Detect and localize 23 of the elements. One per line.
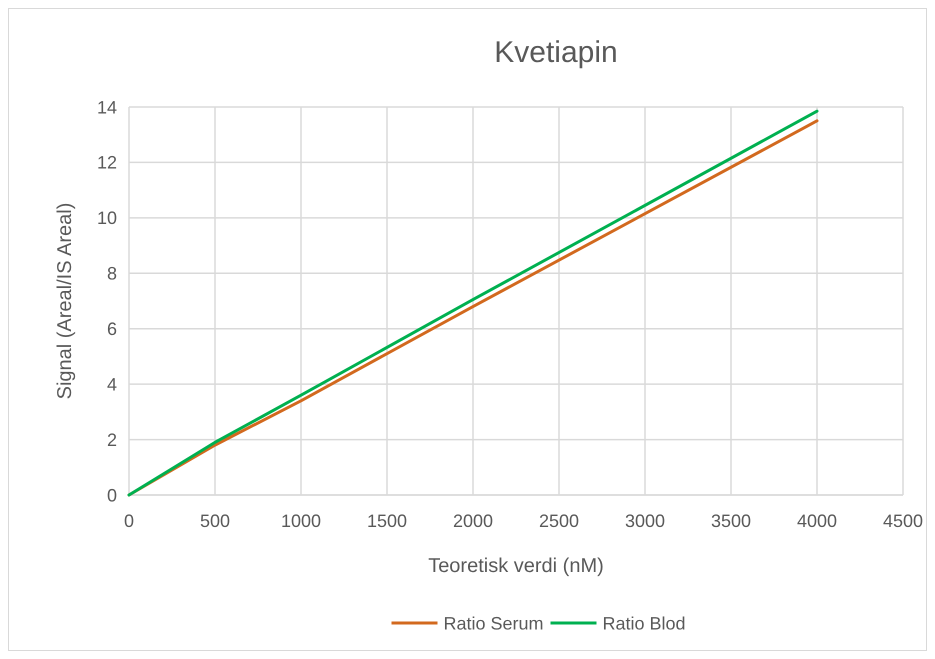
x-axis-title: Teoretisk verdi (nM): [428, 555, 604, 577]
y-axis-title: Signal (Areal/IS Areal): [54, 202, 76, 400]
x-tick-label: 0: [124, 511, 134, 531]
x-tick-label: 1000: [280, 511, 322, 531]
x-tick-label: 500: [200, 511, 230, 531]
y-tick-label: 2: [106, 430, 117, 450]
y-tick-label: 12: [96, 152, 117, 173]
chart-title: Kvetiapin: [494, 36, 618, 69]
x-tick-label: 3000: [624, 511, 666, 531]
x-tick-label: 4500: [882, 511, 924, 531]
y-tick-label: 4: [106, 374, 117, 394]
x-tick-label: 2000: [452, 511, 494, 531]
y-tick-label: 14: [96, 97, 117, 118]
y-tick-label: 0: [106, 485, 117, 506]
legend-label: Ratio Blod: [602, 613, 686, 634]
x-tick-label: 2500: [538, 511, 580, 531]
x-tick-label: 3500: [710, 511, 752, 531]
y-tick-label: 8: [106, 264, 117, 284]
x-tick-label: 1500: [366, 511, 408, 531]
y-tick-label: 10: [96, 208, 117, 228]
y-tick-label: 6: [106, 319, 117, 340]
legend-label: Ratio Serum: [444, 613, 544, 634]
x-tick-label: 4000: [796, 511, 838, 531]
